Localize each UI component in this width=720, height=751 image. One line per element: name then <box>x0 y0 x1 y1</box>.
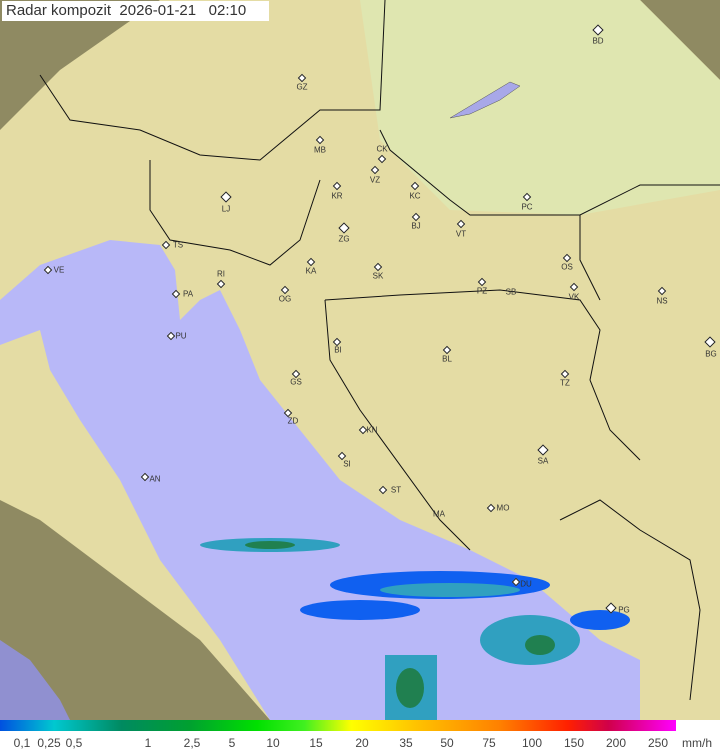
city-label-os: OS <box>561 262 573 272</box>
legend-tick: 0,1 <box>13 736 31 750</box>
land-north <box>360 0 720 215</box>
radar-echoes <box>200 538 630 720</box>
city-label-sa: SA <box>537 456 549 466</box>
city-label-vk: VK <box>568 292 580 302</box>
borders <box>39 0 720 701</box>
legend-tick: 250 <box>647 736 669 750</box>
city-label-gz: GZ <box>296 82 308 92</box>
legend-tick: 50 <box>440 736 454 750</box>
legend-tick: 2,5 <box>183 736 201 750</box>
city-label-mo: MO <box>496 503 510 513</box>
legend-tick: 200 <box>605 736 627 750</box>
city-label-sb: SB <box>505 287 517 297</box>
title-time: 02:10 <box>208 2 247 19</box>
city-label-pc: PC <box>521 202 533 212</box>
legend-tick: 100 <box>521 736 543 750</box>
legend-tick: 0,25 <box>37 736 61 750</box>
legend-tick: 150 <box>563 736 585 750</box>
city-label-pu: PU <box>175 331 187 341</box>
city-label-bi: BI <box>334 345 342 355</box>
city-label-ck: CK <box>376 144 388 154</box>
lake-balaton <box>449 81 521 119</box>
sea <box>0 240 640 720</box>
city-label-ve: VE <box>53 265 65 275</box>
legend-tick: 20 <box>355 736 369 750</box>
city-label-zg: ZG <box>338 234 350 244</box>
city-label-lj: LJ <box>221 204 231 214</box>
legend-tick: 10 <box>266 736 280 750</box>
city-label-ns: NS <box>656 296 668 306</box>
legend-tick: 5 <box>228 736 236 750</box>
legend-tick: 75 <box>482 736 496 750</box>
city-label-bg: BG <box>705 349 717 359</box>
city-label-ts: TS <box>172 240 184 250</box>
legend-tick: 1 <box>144 736 152 750</box>
city-label-si: SI <box>343 459 351 469</box>
city-label-ri: RI <box>217 269 225 279</box>
legend-unit: mm/h <box>682 736 712 750</box>
city-label-kn: KN <box>366 425 378 435</box>
city-label-du: DU <box>520 579 532 589</box>
city-label-kr: KR <box>331 191 343 201</box>
city-label-og: OG <box>278 294 292 304</box>
map-title: Radar kompozit 2026-01-21 02:10 <box>2 1 269 21</box>
city-label-mb: MB <box>314 145 326 155</box>
title-text: Radar kompozit <box>6 2 112 19</box>
city-label-kc: KC <box>409 191 421 201</box>
legend-color-bar <box>0 720 676 731</box>
city-label-bd: BD <box>592 36 604 46</box>
city-label-bl: BL <box>442 354 452 364</box>
city-label-gs: GS <box>290 377 302 387</box>
legend-tick: 0,5 <box>65 736 83 750</box>
city-label-pa: PA <box>182 289 194 299</box>
city-label-vt: VT <box>455 229 467 239</box>
city-label-pz: PZ <box>476 286 488 296</box>
city-label-an: AN <box>149 474 161 484</box>
city-label-st: ST <box>390 485 402 495</box>
city-label-tz: TZ <box>560 378 570 388</box>
city-label-vz: VZ <box>369 175 381 185</box>
radar-map[interactable] <box>0 0 720 720</box>
city-label-ma: MA <box>433 509 445 519</box>
city-label-bj: BJ <box>411 221 421 231</box>
legend-tick: 35 <box>399 736 413 750</box>
title-date: 2026-01-21 <box>119 2 197 19</box>
city-label-pg: PG <box>618 605 630 615</box>
city-label-sk: SK <box>372 271 384 281</box>
sea-southwest <box>0 640 70 720</box>
city-label-zd: ZD <box>287 416 299 426</box>
city-label-ka: KA <box>305 266 317 276</box>
legend: 0,1 0,25 0,5 1 2,5 5 10 15 20 35 50 75 100 150 200 250 … <box>0 720 720 751</box>
legend-tick: 15 <box>309 736 323 750</box>
